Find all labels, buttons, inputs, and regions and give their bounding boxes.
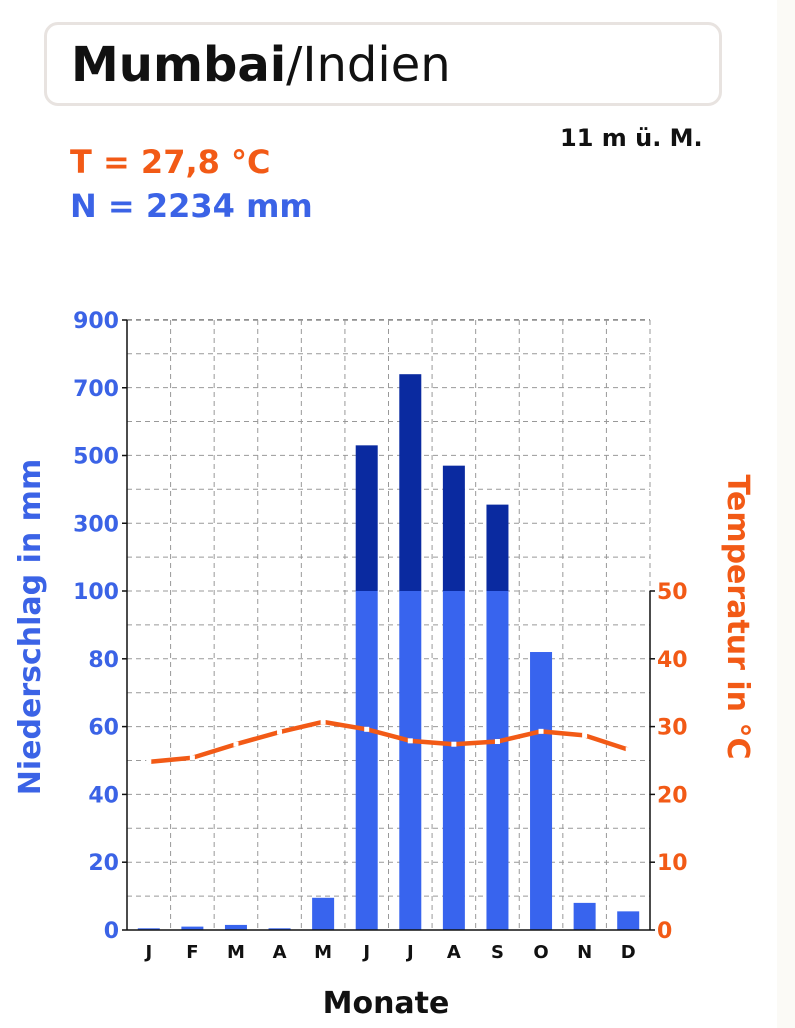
title-box: Mumbai/Indien — [44, 22, 722, 106]
y-tick-label: 40 — [88, 783, 119, 808]
temperature-point — [494, 739, 500, 745]
temperature-point — [233, 741, 239, 747]
x-tick-label: A — [447, 942, 461, 963]
temperature-series-line — [146, 719, 631, 765]
temperature-point — [625, 747, 631, 753]
country-name: Indien — [302, 37, 451, 93]
x-tick-label: J — [361, 942, 370, 963]
x-tick-label: O — [533, 942, 548, 963]
precipitation-bar — [530, 652, 553, 930]
temperature-line — [146, 719, 631, 765]
temperature-point — [320, 719, 326, 725]
total-precipitation: N = 2234 mm — [70, 187, 313, 225]
precipitation-bar — [137, 928, 160, 930]
y-right-axis-title: Temperatur in °C — [720, 475, 755, 760]
y-tick-label: 300 — [73, 512, 119, 537]
precipitation-bar-excess — [399, 374, 422, 591]
temperature-point — [582, 732, 588, 738]
precipitation-bars — [137, 374, 640, 930]
title-separator: / — [286, 37, 303, 93]
city-name: Mumbai — [71, 37, 287, 93]
y-tick-label: 0 — [104, 919, 119, 944]
precipitation-bar-excess — [355, 445, 378, 591]
y-tick-label: 60 — [88, 716, 119, 741]
x-tick-label: S — [491, 942, 504, 963]
temperature-point — [189, 755, 195, 761]
x-tick-label: J — [405, 942, 414, 963]
temperature-point — [364, 726, 370, 732]
y-tick-label: 20 — [88, 851, 119, 876]
y-tick-label: 100 — [73, 580, 119, 605]
y-tick-label: 500 — [73, 445, 119, 470]
temperature-point — [146, 759, 152, 765]
temperature-point — [538, 728, 544, 734]
y-tick-label: 700 — [73, 377, 119, 402]
precipitation-bar — [355, 591, 378, 930]
precipitation-bar — [486, 591, 509, 930]
side-strip — [777, 0, 795, 1028]
axes: 0 20 40 60 80 100 300 500 700 900 0 10 20 30 40 50 J F M A M… — [73, 309, 688, 963]
y-axis-title: Niederschlag in mm — [13, 459, 48, 795]
y-tick-label: 900 — [73, 309, 119, 334]
x-tick-label: M — [314, 942, 332, 963]
precipitation-bar — [442, 591, 465, 930]
chart-title: Mumbai/Indien — [71, 35, 451, 95]
precipitation-bar — [617, 911, 640, 930]
elevation-label: 11 m ü. M. — [560, 124, 703, 152]
precipitation-bar — [224, 924, 247, 930]
x-tick-label: A — [273, 942, 287, 963]
grid — [127, 319, 651, 930]
y-right-tick-label: 10 — [657, 851, 688, 876]
y-right-tick-label: 20 — [657, 783, 688, 808]
precipitation-bar — [181, 926, 204, 930]
y-tick-label: 80 — [88, 648, 119, 673]
x-tick-label: D — [621, 942, 636, 963]
mean-temperature: T = 27,8 °C — [70, 143, 271, 181]
precipitation-bar-excess — [442, 465, 465, 591]
precipitation-bar-excess — [486, 504, 509, 591]
precipitation-bar — [399, 591, 422, 930]
temperature-point — [277, 729, 283, 735]
temperature-point — [451, 741, 457, 747]
x-tick-label: M — [227, 942, 245, 963]
y-right-tick-label: 50 — [657, 580, 688, 605]
x-tick-label: N — [577, 942, 592, 963]
y-right-tick-label: 30 — [657, 716, 688, 741]
precipitation-bar — [268, 928, 291, 930]
precipitation-bar — [573, 902, 596, 930]
x-tick-label: J — [143, 942, 152, 963]
x-tick-label: F — [186, 942, 198, 963]
precipitation-bar — [312, 897, 335, 930]
temperature-point — [407, 738, 413, 744]
y-right-tick-label: 0 — [657, 919, 672, 944]
y-right-tick-label: 40 — [657, 648, 688, 673]
x-axis-title: Monate — [323, 986, 450, 1021]
